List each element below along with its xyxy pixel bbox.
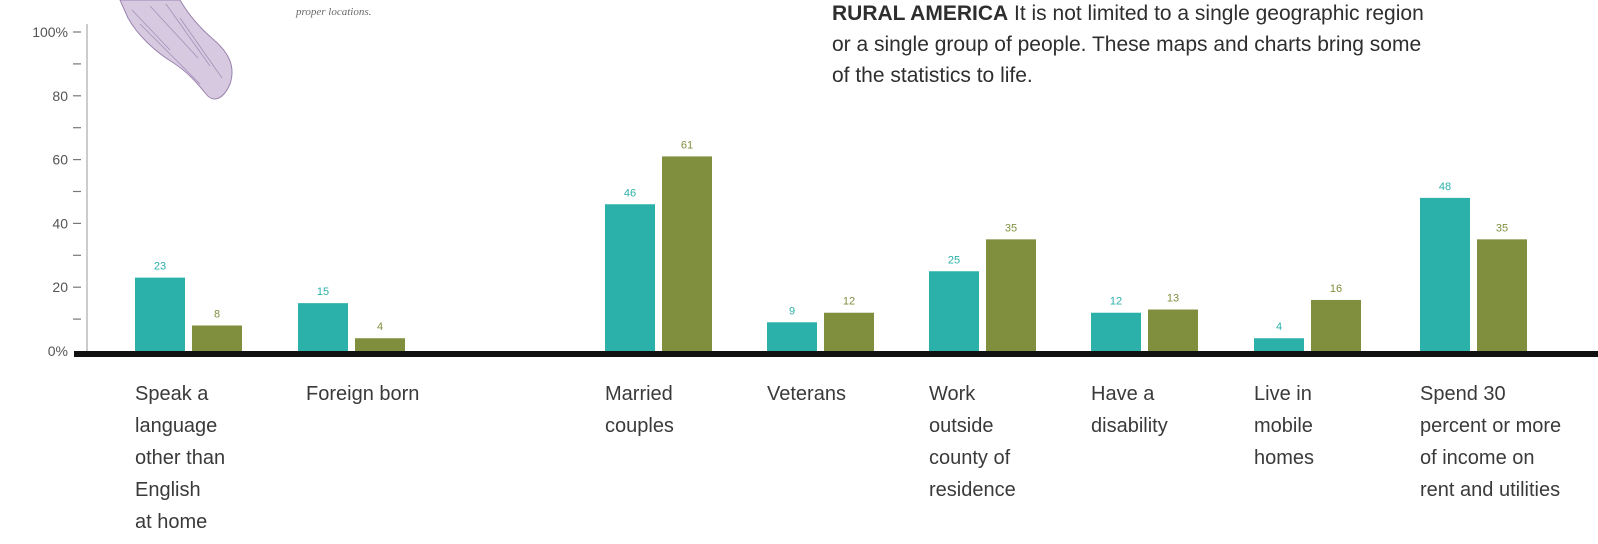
category-label: Foreign born [306, 383, 420, 405]
bar [1254, 338, 1304, 351]
y-tick-label: 60 [52, 152, 68, 168]
category-label: Spend 30 percent or more of income on re… [1420, 383, 1562, 501]
bar [298, 303, 348, 351]
category-label: Live in mobile homes [1254, 383, 1315, 469]
bar-value-label: 12 [1110, 296, 1122, 308]
bar [1091, 312, 1141, 351]
intro-paragraph: RURAL AMERICA It is not limited to a sin… [832, 0, 1432, 91]
bar-value-label: 61 [681, 139, 693, 151]
bar-value-label: 35 [1005, 222, 1017, 234]
bar-value-label: 15 [317, 286, 329, 298]
bar-value-label: 13 [1167, 293, 1179, 305]
bar [929, 271, 979, 351]
bar-value-label: 23 [154, 261, 166, 273]
bar [986, 239, 1036, 351]
map-caption: proper locations. [296, 6, 372, 18]
bar-value-label: 25 [948, 254, 960, 266]
bar-value-label: 46 [624, 187, 636, 199]
category-label: Speak a language other than English at h… [135, 383, 226, 533]
y-tick-label: 80 [52, 88, 68, 104]
y-tick-label: 100% [32, 24, 68, 40]
bar [1477, 239, 1527, 351]
bar [135, 277, 185, 351]
bar-value-label: 12 [843, 296, 855, 308]
bar [605, 204, 655, 351]
y-tick-label: 0% [48, 343, 68, 359]
bar [1420, 197, 1470, 351]
intro-text: It is not limited to a single geographic… [832, 2, 1424, 87]
bar [767, 322, 817, 351]
category-label: Veterans [767, 383, 846, 405]
bar [662, 156, 712, 351]
bar-value-label: 4 [1276, 321, 1282, 333]
bar [824, 312, 874, 351]
bar [355, 338, 405, 351]
bar [1148, 309, 1198, 351]
bar-value-label: 9 [789, 305, 795, 317]
bar-value-label: 35 [1496, 222, 1508, 234]
bar-value-label: 8 [214, 308, 220, 320]
bar-value-label: 4 [377, 321, 383, 333]
bar [192, 325, 242, 351]
category-label: Married couples [605, 383, 674, 437]
map-fragment-illustration [119, 0, 233, 100]
category-label: Work outside county of residence [929, 383, 1016, 501]
category-label: Have a disability [1091, 383, 1168, 437]
y-tick-label: 40 [52, 215, 68, 231]
y-tick-label: 20 [52, 279, 68, 295]
bar-value-label: 16 [1330, 283, 1342, 295]
intro-lead: RURAL AMERICA [832, 2, 1009, 25]
bar-value-label: 48 [1439, 181, 1451, 193]
bar [1311, 299, 1361, 351]
